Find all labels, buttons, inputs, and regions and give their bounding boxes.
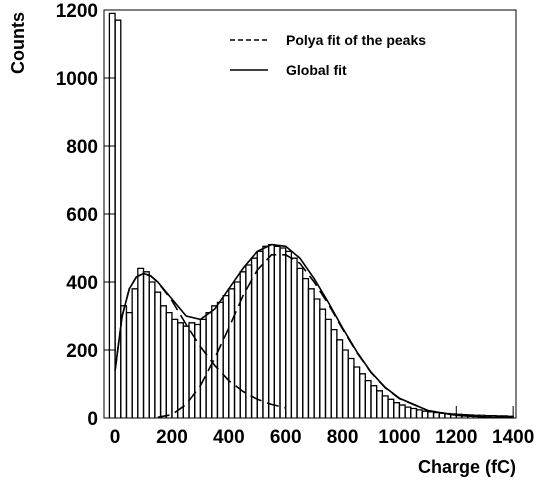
histogram-bin (324, 318, 332, 418)
histogram-bin (421, 410, 429, 418)
x-tick-label: 1000 (378, 427, 420, 448)
histogram-bin (410, 407, 418, 418)
histogram-bin (142, 271, 150, 418)
x-tick-label: 400 (213, 427, 245, 448)
legend-label: Global fit (286, 62, 347, 78)
y-tick-label: 200 (66, 341, 98, 362)
histogram-bin (216, 301, 224, 418)
y-axis-label: Counts (8, 12, 28, 74)
x-tick-label: 600 (270, 427, 302, 448)
histogram-bin (358, 373, 366, 418)
x-tick-label: 1400 (492, 427, 534, 448)
histogram-bin (256, 250, 264, 418)
histogram-bin (182, 325, 190, 418)
histogram-bin (267, 243, 275, 418)
fit-line (157, 254, 514, 419)
histogram-bin (404, 406, 412, 418)
histogram-bin (376, 390, 384, 418)
histogram-bin (154, 291, 162, 418)
histogram-bin (330, 328, 338, 418)
histogram-bin (364, 379, 372, 418)
histogram-bin (285, 250, 293, 418)
histogram-bin (131, 288, 139, 418)
histogram-bin (290, 257, 298, 418)
histogram-bin (199, 318, 207, 418)
y-tick-label: 400 (66, 273, 98, 294)
histogram-bin (341, 349, 349, 418)
histogram-bin (296, 267, 304, 418)
histogram-bin (313, 298, 321, 418)
histogram-bin (176, 322, 184, 418)
histogram-bin (398, 404, 406, 418)
x-axis-label: Charge (fC) (418, 457, 516, 477)
histogram-bin (228, 288, 236, 418)
y-tick-label: 0 (87, 409, 98, 430)
histogram-bin (125, 311, 133, 418)
histogram-bin (239, 271, 247, 418)
histogram-bin (353, 366, 361, 418)
histogram-bin (307, 288, 315, 418)
y-tick-label: 800 (66, 137, 98, 158)
histogram-bin (370, 385, 378, 418)
legend-label: Polya fit of the peaks (286, 32, 426, 48)
histogram-bin (148, 281, 156, 418)
histogram-bin (165, 311, 173, 418)
fit-line (114, 243, 514, 419)
histogram-bin (302, 277, 310, 418)
histogram-bin (432, 411, 440, 418)
x-tick-label: 0 (110, 427, 121, 448)
histogram-bin (262, 245, 270, 418)
histogram-bin (393, 402, 401, 418)
histogram-bin (347, 357, 355, 418)
histogram-bin (250, 257, 258, 418)
histogram-bin (159, 305, 167, 418)
histogram-bin (222, 294, 230, 418)
x-tick-label: 800 (327, 427, 359, 448)
y-tick-label: 1200 (56, 1, 98, 22)
histogram-bin (114, 19, 122, 418)
histogram-bin (381, 395, 389, 418)
y-tick-label: 1000 (56, 69, 98, 90)
histogram-bin (387, 398, 395, 418)
histogram-bin (108, 12, 116, 418)
histogram-bin (171, 318, 179, 418)
histogram-bin (319, 308, 327, 418)
x-tick-label: 200 (156, 427, 188, 448)
histogram-bin (137, 267, 145, 418)
y-tick-label: 600 (66, 205, 98, 226)
histogram-bin (273, 245, 281, 418)
histogram-bin (336, 339, 344, 418)
x-tick-label: 1200 (435, 427, 477, 448)
histogram-bin (427, 411, 435, 418)
histogram-bin (415, 409, 423, 418)
histogram-bin (279, 247, 287, 418)
